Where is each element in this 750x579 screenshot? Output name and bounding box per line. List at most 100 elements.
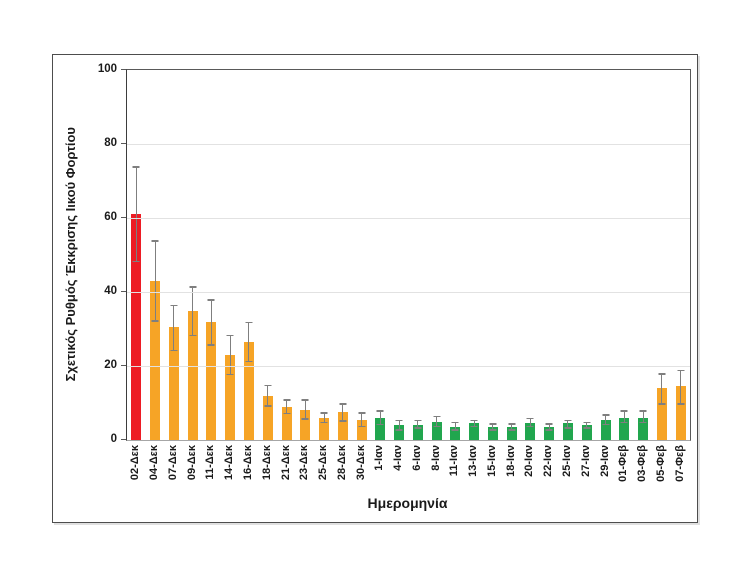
x-tick-label: 11-Δεκ [204,445,217,480]
bar-07-Δεκ [168,327,179,440]
error-bar-cap-bottom [339,420,347,422]
bar-series [127,70,690,440]
error-bar-line [680,369,682,405]
error-bar-cap-top [564,419,572,422]
gridline-y40 [127,292,690,293]
x-tick-label: 04-Δεκ [148,445,161,481]
bar-30-Δεκ [356,419,367,440]
error-bar-cap-bottom [620,421,628,424]
bar-slot [296,70,315,440]
x-tick-label: 05-Φεβ [654,445,667,482]
error-bar-line [154,240,156,322]
bar-28-Δεκ [337,412,348,440]
error-bar-line [567,419,569,429]
x-tick-label: 20-Ιαν [523,445,536,477]
bar-13-Ιαν [469,423,480,440]
error-bar-1-Ιαν [376,410,384,426]
error-bar-line [417,419,419,429]
bar-01-Φεβ [619,417,630,440]
bar-02-Δεκ [131,214,142,440]
x-tick-label: 16-Δεκ [241,445,254,481]
x-label-cell: 03-Φεβ [633,445,652,501]
error-bar-25-Ιαν [564,419,572,429]
error-bar-02-Δεκ [132,166,140,263]
y-tick-mark [121,291,126,292]
error-bar-line [642,410,644,424]
error-bar-line [454,421,456,431]
x-label-cell: 07-Φεβ [670,445,689,501]
error-bar-cap-top [170,304,178,307]
x-tick-label: 4-Ιαν [392,445,405,471]
y-tick-mark [121,143,126,144]
error-bar-cap-top [620,410,628,412]
error-bar-cap-top [189,286,197,288]
bar-27-Ιαν [581,425,592,440]
bar-8-Ιαν [431,421,442,440]
error-bar-line [173,304,175,352]
error-bar-line [586,421,588,429]
bar-slot [652,70,671,440]
error-bar-cap-top [658,373,666,375]
x-tick-label: 07-Φεβ [673,445,686,482]
error-bar-cap-bottom [245,360,253,363]
bar-slot [240,70,259,440]
y-axis-tick-labels: 0 20 40 60 80 100 [53,63,117,445]
bar-slot [521,70,540,440]
error-bar-23-Δεκ [301,399,309,420]
bar-22-Ιαν [544,427,555,440]
bar-14-Δεκ [225,354,236,440]
error-bar-22-Ιαν [545,423,553,431]
error-bar-20-Ιαν [526,417,534,428]
y-tick-label: 40 [104,285,117,297]
error-bar-cap-bottom [301,418,309,420]
error-bar-line [473,419,475,428]
error-bar-cap-top [264,384,272,387]
error-bar-cap-top [245,321,253,324]
bar-slot [559,70,578,440]
x-tick-label: 28-Δεκ [335,445,348,481]
bar-slot [352,70,371,440]
bar-11-Δεκ [206,321,217,440]
error-bar-09-Δεκ [189,286,197,337]
bar-slot [465,70,484,440]
error-bar-25-Δεκ [320,412,328,424]
error-bar-cap-bottom [376,423,384,426]
error-bar-cap-top [677,369,685,372]
error-bar-line [398,419,400,431]
error-bar-cap-bottom [132,260,140,263]
y-tick-mark [121,69,126,70]
gridline-y80 [127,144,690,145]
x-label-cell: 11-Δεκ [201,445,220,501]
x-label-cell: 02-Δεκ [126,445,145,501]
error-bar-cap-bottom [264,405,272,407]
error-bar-line [135,166,137,263]
bar-4-Ιαν [394,425,405,440]
bar-25-Δεκ [319,417,330,440]
error-bar-line [267,384,269,407]
error-bar-cap-top [602,414,610,416]
error-bar-cap-top [414,419,422,422]
bar-07-Φεβ [675,386,686,440]
x-tick-label: 01-Φεβ [617,445,630,482]
error-bar-cap-bottom [545,429,553,431]
bar-slot [390,70,409,440]
x-label-cell: 16-Δεκ [239,445,258,501]
x-tick-label: 23-Δεκ [298,445,311,481]
x-tick-label: 25-Ιαν [560,445,573,477]
error-bar-line [379,410,381,426]
x-tick-label: 09-Δεκ [185,445,198,481]
bar-18-Δεκ [262,395,273,440]
error-bar-cap-bottom [508,429,516,431]
bar-18-Ιαν [506,427,517,440]
x-label-cell: 22-Ιαν [539,445,558,501]
error-bar-line [605,414,607,426]
error-bar-cap-bottom [677,403,685,405]
error-bar-cap-top [358,412,366,414]
x-tick-label: 15-Ιαν [485,445,498,477]
bar-23-Δεκ [300,410,311,440]
x-label-cell: 14-Δεκ [220,445,239,501]
error-bar-11-Ιαν [451,421,459,431]
bar-11-Ιαν [450,427,461,440]
error-bar-cap-top [433,415,441,418]
error-bar-line [511,423,513,431]
